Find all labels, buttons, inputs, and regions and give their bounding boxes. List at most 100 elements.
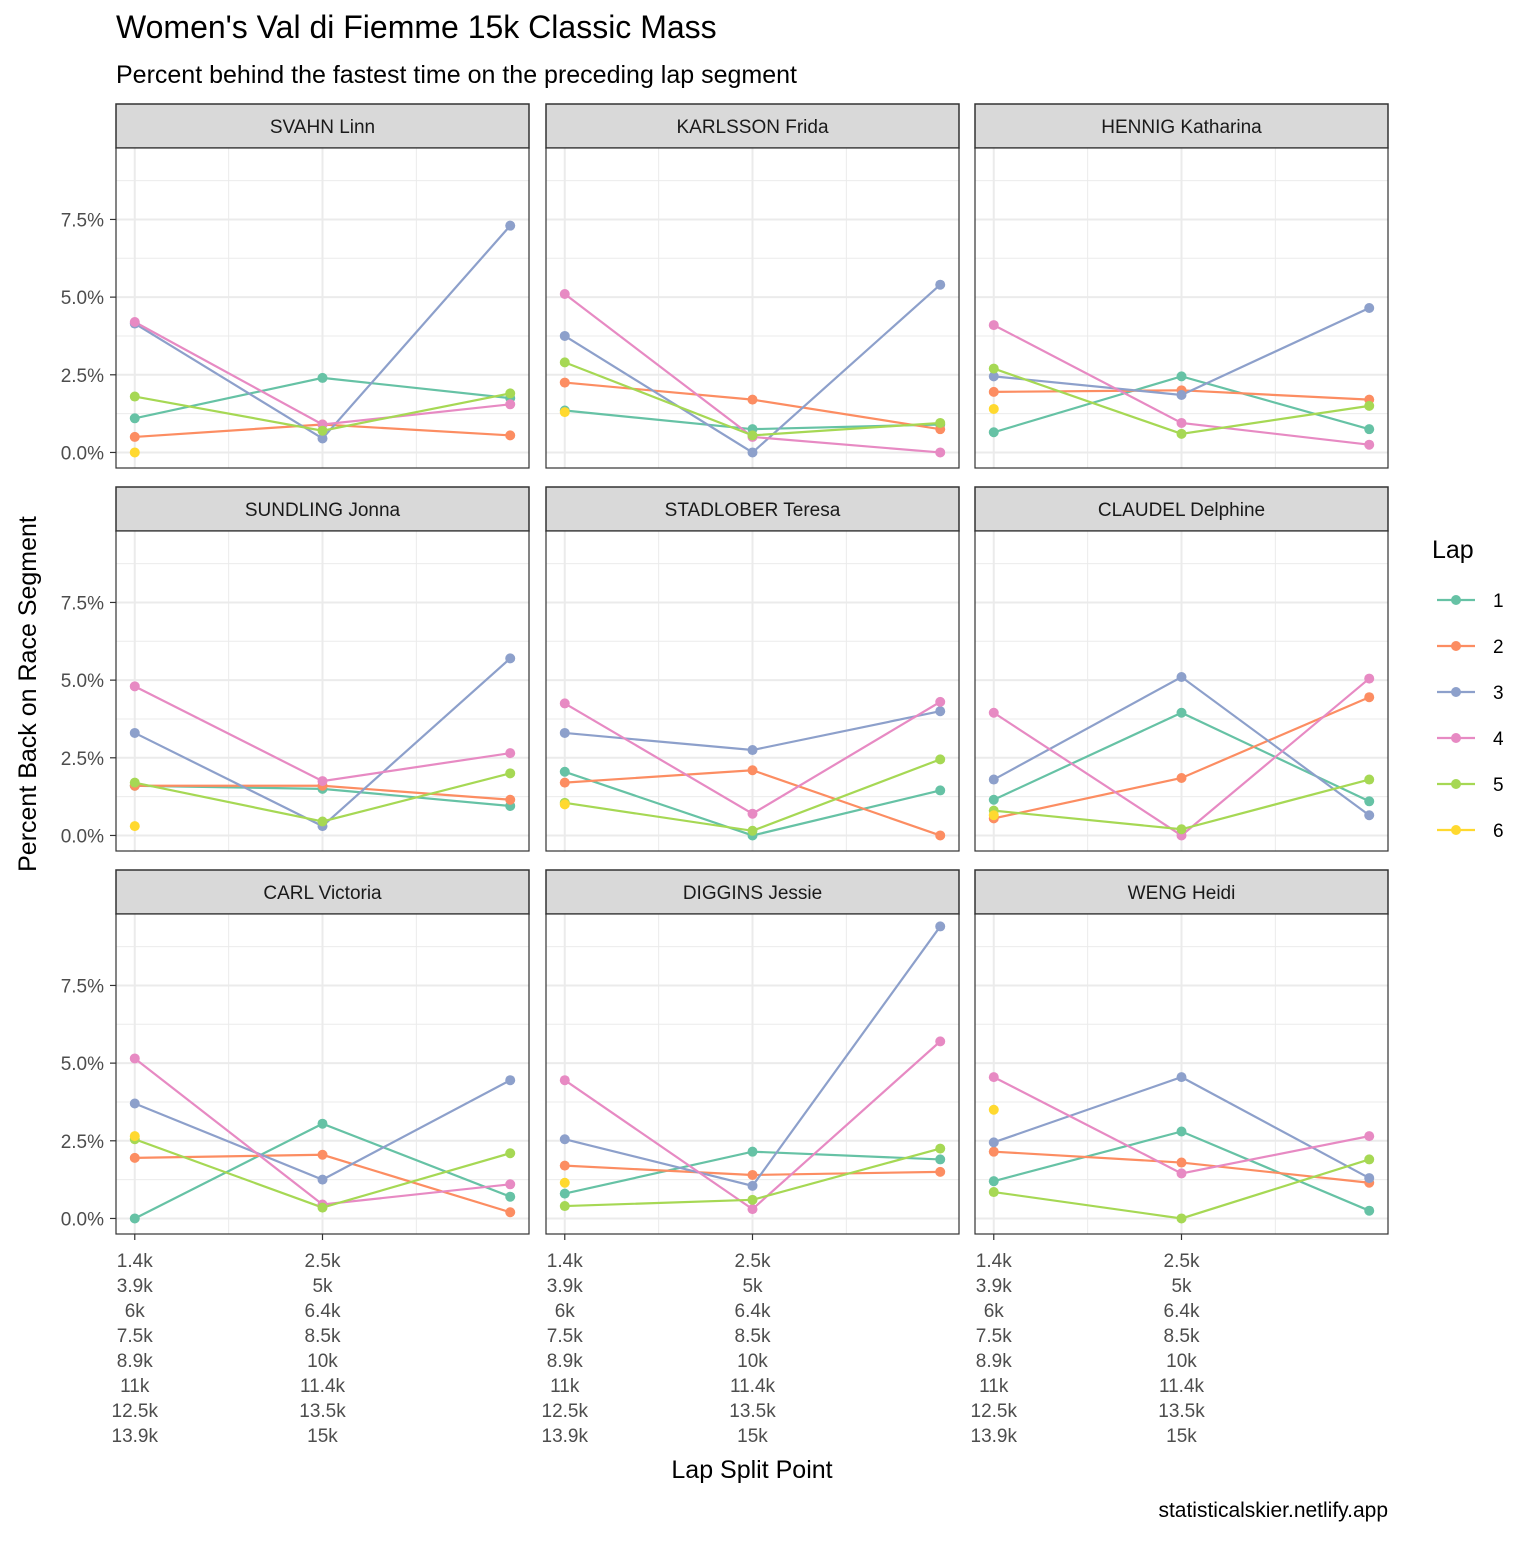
data-point-lap-4	[935, 696, 946, 707]
data-point-lap-1	[935, 1154, 946, 1165]
panel-border	[115, 530, 530, 852]
x-tick-label: 12.5k	[542, 1401, 589, 1422]
data-point-lap-1	[317, 1118, 328, 1129]
data-point-lap-4	[988, 1072, 999, 1083]
data-point-lap-5	[129, 391, 140, 402]
data-point-lap-2	[747, 765, 758, 776]
data-point-lap-2	[1364, 692, 1375, 703]
data-point-lap-5	[747, 1194, 758, 1205]
data-point-lap-3	[1364, 810, 1375, 821]
legend-key-point	[1451, 779, 1461, 789]
data-point-lap-1	[505, 1191, 516, 1202]
data-point-lap-2	[988, 1146, 999, 1157]
x-tick-label: 13.9k	[542, 1426, 589, 1447]
x-tick-label: 7.5k	[976, 1326, 1012, 1347]
x-tick-label: 8.9k	[117, 1351, 153, 1372]
data-point-lap-4	[747, 808, 758, 819]
panel-border	[545, 530, 960, 852]
data-point-lap-2	[988, 386, 999, 397]
x-tick-label: 13.5k	[729, 1401, 776, 1422]
x-tick-label: 6.4k	[1164, 1301, 1200, 1322]
facet-strip	[115, 869, 530, 915]
data-point-lap-1	[747, 1146, 758, 1157]
data-point-lap-3	[747, 447, 758, 458]
facet-panel: HENNIG Katharina	[974, 103, 1389, 469]
chart-subtitle: Percent behind the fastest time on the p…	[116, 61, 797, 89]
data-point-lap-6	[559, 407, 570, 418]
data-point-lap-3	[317, 1174, 328, 1185]
x-axis-tick-labels: 1.4k 3.9k 6k 7.5k 8.9k 11k 12.5k 13.9k 2.5k 5k 6.4…	[112, 1251, 1206, 1447]
data-point-lap-5	[317, 1202, 328, 1213]
facet-strip-label: CLAUDEL Delphine	[1098, 500, 1265, 521]
data-point-lap-4	[317, 776, 328, 787]
data-point-lap-5	[129, 777, 140, 788]
x-tick-label: 6k	[984, 1301, 1005, 1322]
data-point-lap-2	[505, 430, 516, 441]
chart-title: Women's Val di Fiemme 15k Classic Mass	[116, 9, 717, 45]
x-tick-label: 1.4k	[117, 1251, 153, 1272]
data-point-lap-3	[1364, 1173, 1375, 1184]
data-point-lap-2	[317, 1149, 328, 1160]
data-point-lap-3	[988, 774, 999, 785]
y-tick-label: 0.0%	[61, 826, 104, 847]
x-tick-label: 7.5k	[547, 1326, 583, 1347]
legend: Lap 1 2 3 4 5 6	[1432, 536, 1504, 842]
facet-strip	[115, 486, 530, 532]
data-point-lap-4	[505, 1179, 516, 1190]
data-point-lap-1	[1364, 424, 1375, 435]
data-point-lap-3	[1176, 672, 1187, 683]
y-tick-label: 7.5%	[61, 976, 104, 997]
y-tick-label: 2.5%	[61, 749, 104, 770]
data-point-lap-3	[747, 745, 758, 756]
legend-label: 5	[1493, 775, 1504, 796]
data-point-lap-4	[1364, 1131, 1375, 1142]
legend-key-point	[1451, 641, 1461, 651]
legend-title: Lap	[1432, 536, 1474, 564]
data-point-lap-1	[988, 1176, 999, 1187]
data-point-lap-2	[559, 1160, 570, 1171]
data-point-lap-4	[935, 447, 946, 458]
data-point-lap-5	[505, 388, 516, 399]
data-point-lap-5	[505, 768, 516, 779]
facet-panel: KARLSSON Frida	[545, 103, 960, 469]
facet-panel: STADLOBER Teresa	[545, 486, 960, 852]
x-tick-label: 7.5k	[117, 1326, 153, 1347]
data-point-lap-4	[988, 320, 999, 331]
facet-panel: CLAUDEL Delphine	[974, 486, 1389, 852]
x-tick-label: 11k	[120, 1376, 150, 1397]
data-point-lap-5	[317, 425, 328, 436]
data-point-lap-1	[129, 1213, 140, 1224]
data-point-lap-3	[747, 1180, 758, 1191]
data-point-lap-1	[1364, 796, 1375, 807]
data-point-lap-3	[1176, 1072, 1187, 1083]
x-tick-label: 11k	[979, 1376, 1009, 1397]
data-point-lap-4	[505, 399, 516, 410]
x-tick-label: 5k	[1171, 1276, 1192, 1297]
y-tick-label: 0.0%	[61, 1209, 104, 1230]
data-point-lap-5	[935, 1143, 946, 1154]
data-point-lap-6	[988, 403, 999, 414]
data-point-lap-2	[505, 1207, 516, 1218]
panel-border	[974, 530, 1389, 852]
y-tick-label: 0.0%	[61, 443, 104, 464]
legend-key-point	[1451, 733, 1461, 743]
x-tick-label: 15k	[737, 1426, 768, 1447]
data-point-lap-1	[559, 766, 570, 777]
data-point-lap-4	[129, 681, 140, 692]
x-tick-label: 2.5k	[1164, 1251, 1200, 1272]
data-point-lap-4	[129, 316, 140, 327]
caption: statisticalskier.netlify.app	[1158, 1499, 1388, 1522]
legend-key-point	[1451, 825, 1461, 835]
x-tick-label: 6.4k	[735, 1301, 771, 1322]
data-point-lap-3	[988, 371, 999, 382]
facet-strip	[545, 103, 960, 149]
data-point-lap-5	[747, 825, 758, 836]
facet-panels: SVAHN Linn 0.0% 2.5% 5.0% 7.5% KARLSSON Frida…	[61, 103, 1389, 1240]
data-point-lap-3	[559, 1134, 570, 1145]
data-point-lap-1	[988, 794, 999, 805]
data-point-lap-3	[1176, 389, 1187, 400]
data-point-lap-3	[317, 433, 328, 444]
facet-strip-label: WENG Heidi	[1128, 883, 1236, 904]
data-point-lap-3	[935, 921, 946, 932]
